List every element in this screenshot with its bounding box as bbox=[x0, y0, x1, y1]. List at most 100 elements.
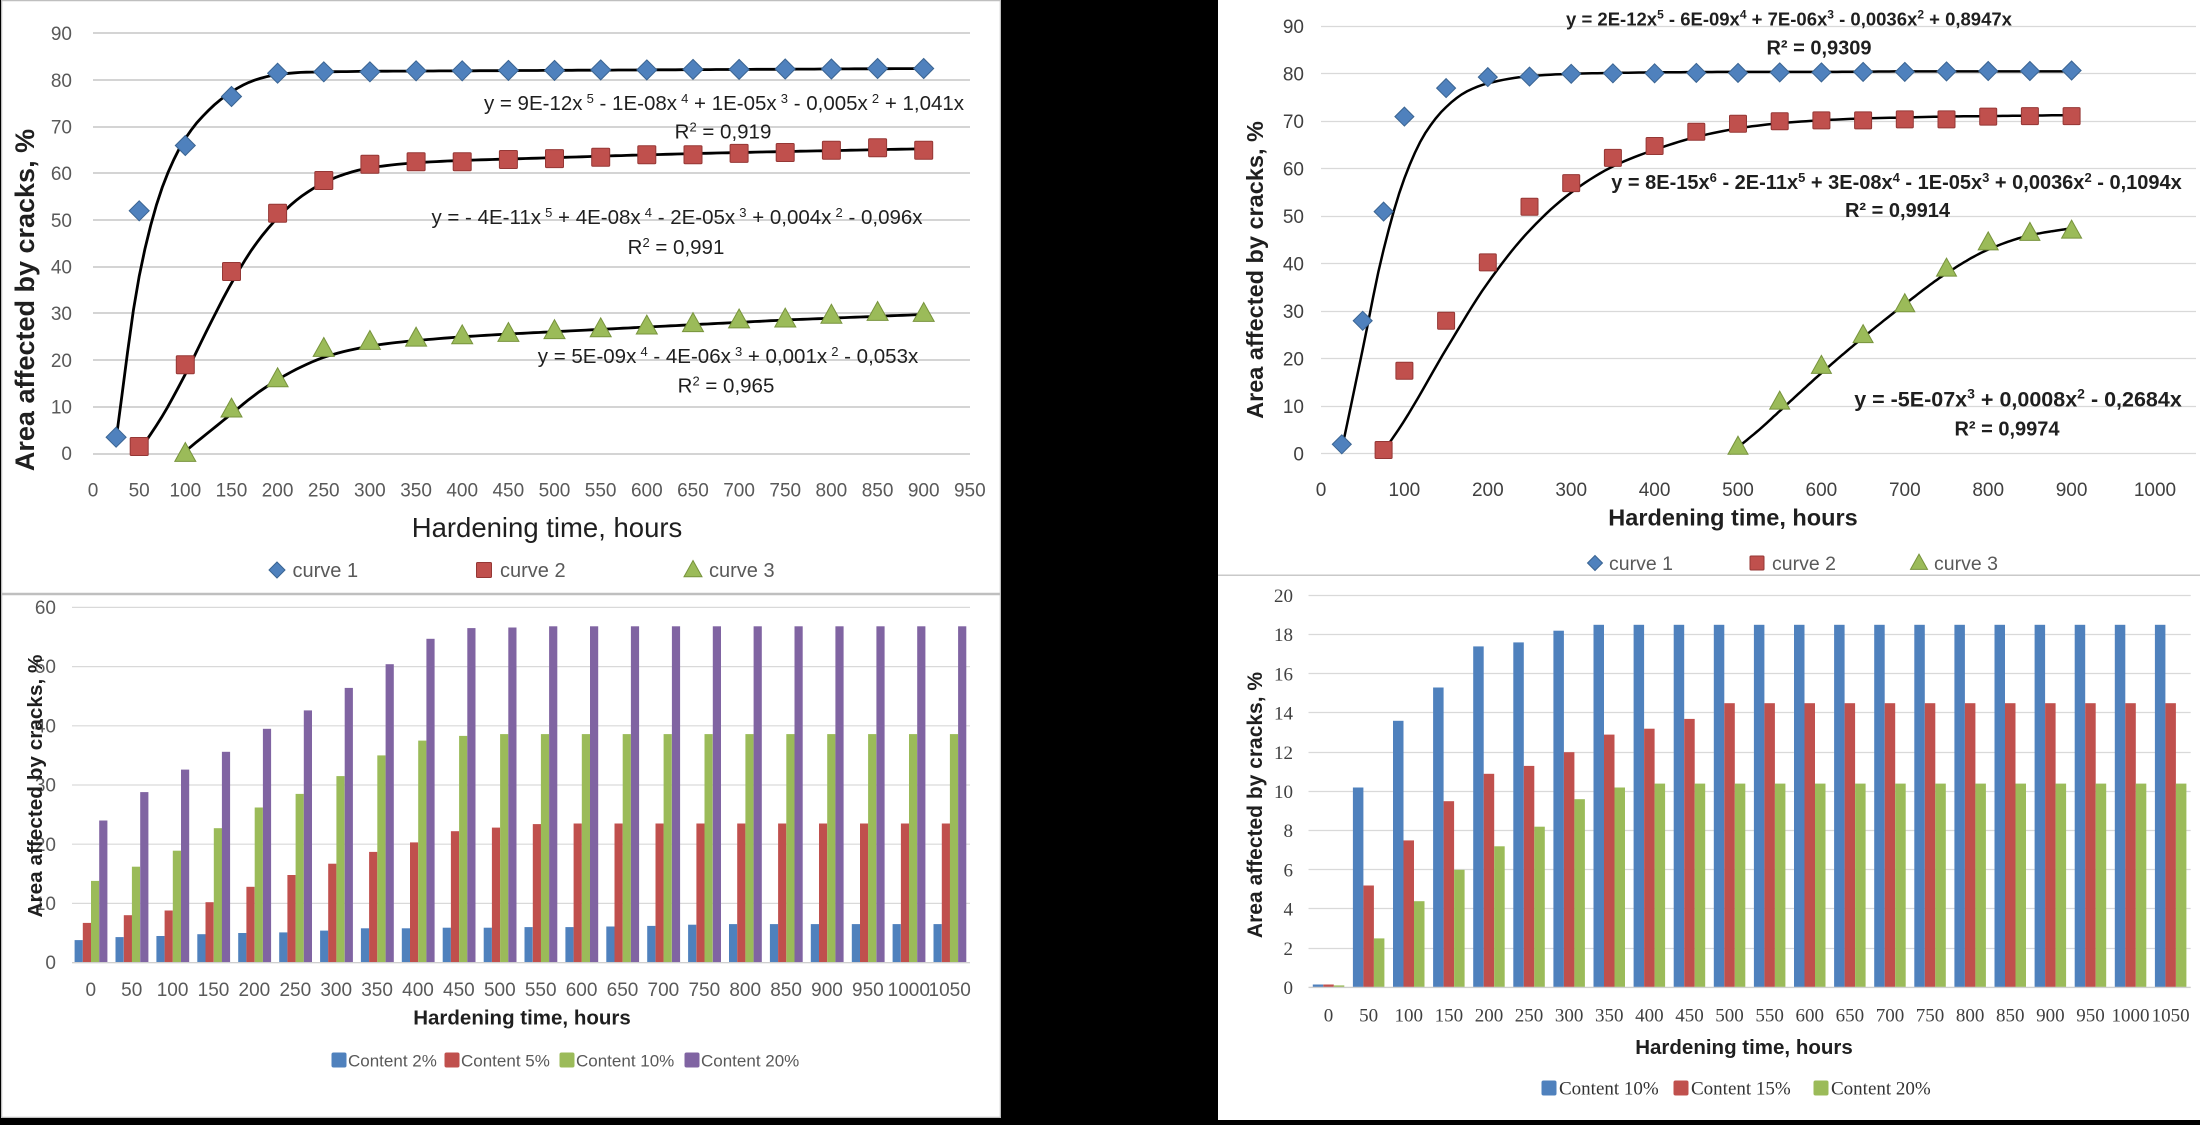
svg-text:300: 300 bbox=[1555, 480, 1587, 501]
svg-text:Area affected by cracks, %: Area affected by cracks, % bbox=[1244, 672, 1267, 938]
svg-text:curve 3: curve 3 bbox=[1934, 553, 1998, 575]
svg-text:600: 600 bbox=[1796, 1006, 1825, 1027]
svg-text:10: 10 bbox=[35, 894, 56, 915]
svg-text:900: 900 bbox=[2056, 480, 2088, 501]
svg-text:14: 14 bbox=[1274, 704, 1294, 725]
svg-text:Hardening time, hours: Hardening time, hours bbox=[413, 1007, 631, 1030]
svg-text:200: 200 bbox=[1472, 480, 1504, 501]
svg-text:Content 10%: Content 10% bbox=[1559, 1079, 1659, 1100]
svg-text:y = 2E-12x5​ - 6E-09x4​ + 7E-0: y = 2E-12x5​ - 6E-09x4​ + 7E-06x3​ - 0,0… bbox=[1566, 8, 2013, 30]
svg-text:0: 0 bbox=[1284, 978, 1294, 999]
svg-text:800: 800 bbox=[1956, 1006, 1985, 1027]
svg-text:16: 16 bbox=[1274, 664, 1293, 685]
svg-text:curve 3: curve 3 bbox=[709, 560, 775, 582]
svg-text:50: 50 bbox=[51, 211, 72, 232]
svg-text:850: 850 bbox=[770, 980, 802, 1001]
svg-text:650: 650 bbox=[607, 980, 639, 1001]
svg-text:18: 18 bbox=[1274, 625, 1293, 646]
svg-text:800: 800 bbox=[729, 980, 761, 1001]
svg-text:30: 30 bbox=[1283, 302, 1304, 323]
svg-text:0: 0 bbox=[88, 481, 99, 502]
svg-text:650: 650 bbox=[1836, 1006, 1865, 1027]
svg-text:300: 300 bbox=[354, 481, 386, 502]
svg-text:0: 0 bbox=[1316, 480, 1327, 501]
svg-text:R² = 0,9914: R² = 0,9914 bbox=[1845, 200, 1951, 222]
svg-text:70: 70 bbox=[1283, 112, 1304, 133]
svg-text:60: 60 bbox=[35, 598, 56, 619]
svg-text:20: 20 bbox=[51, 351, 72, 372]
svg-text:250: 250 bbox=[1515, 1006, 1544, 1027]
svg-text:50: 50 bbox=[1359, 1006, 1378, 1027]
svg-text:curve 2: curve 2 bbox=[1772, 553, 1836, 575]
svg-text:1000: 1000 bbox=[2134, 480, 2176, 501]
svg-text:950: 950 bbox=[2076, 1006, 2105, 1027]
svg-text:1000: 1000 bbox=[888, 980, 930, 1001]
svg-text:900: 900 bbox=[2036, 1006, 2065, 1027]
svg-text:Content 15%: Content 15% bbox=[1691, 1079, 1791, 1100]
svg-text:50: 50 bbox=[121, 980, 142, 1001]
svg-text:40: 40 bbox=[35, 716, 56, 737]
svg-text:900: 900 bbox=[811, 980, 843, 1001]
svg-text:500: 500 bbox=[1715, 1006, 1744, 1027]
svg-text:300: 300 bbox=[1555, 1006, 1584, 1027]
svg-text:Hardening time, hours: Hardening time, hours bbox=[412, 512, 683, 543]
svg-text:600: 600 bbox=[1806, 480, 1838, 501]
svg-text:700: 700 bbox=[1889, 480, 1921, 501]
svg-text:Content 20%: Content 20% bbox=[1831, 1079, 1931, 1100]
svg-text:y = -5E-07x3​ + 0,0008x2​ - 0,: y = -5E-07x3​ + 0,0008x2​ - 0,2684x bbox=[1854, 386, 2182, 412]
svg-text:y = 9E-12x 5​ - 1E-08x 4​ + 1E: y = 9E-12x 5​ - 1E-08x 4​ + 1E-05x 3​ - … bbox=[484, 91, 965, 115]
svg-text:Area affected by cracks, %: Area affected by cracks, % bbox=[24, 655, 47, 918]
svg-text:750: 750 bbox=[769, 481, 801, 502]
svg-text:Hardening time, hours: Hardening time, hours bbox=[1635, 1036, 1853, 1059]
svg-text:80: 80 bbox=[1283, 65, 1304, 86]
svg-text:500: 500 bbox=[539, 481, 571, 502]
svg-text:900: 900 bbox=[908, 481, 940, 502]
svg-text:0: 0 bbox=[45, 953, 56, 974]
svg-text:90: 90 bbox=[1283, 17, 1304, 38]
svg-text:150: 150 bbox=[216, 481, 248, 502]
svg-text:500: 500 bbox=[1722, 480, 1754, 501]
svg-text:0: 0 bbox=[1293, 445, 1304, 466]
svg-text:50: 50 bbox=[1283, 207, 1304, 228]
svg-text:6: 6 bbox=[1284, 860, 1294, 881]
svg-text:550: 550 bbox=[585, 481, 617, 502]
svg-text:12: 12 bbox=[1274, 743, 1293, 764]
svg-text:20: 20 bbox=[35, 835, 56, 856]
svg-text:80: 80 bbox=[51, 71, 72, 92]
svg-text:750: 750 bbox=[688, 980, 720, 1001]
svg-text:100: 100 bbox=[169, 481, 201, 502]
svg-text:50: 50 bbox=[129, 481, 150, 502]
svg-text:750: 750 bbox=[1916, 1006, 1945, 1027]
svg-text:100: 100 bbox=[1395, 1006, 1424, 1027]
svg-text:350: 350 bbox=[361, 980, 393, 1001]
svg-text:10: 10 bbox=[1274, 782, 1293, 803]
svg-text:Content 10%: Content 10% bbox=[576, 1052, 674, 1071]
svg-text:650: 650 bbox=[677, 481, 709, 502]
svg-text:40: 40 bbox=[51, 257, 72, 278]
svg-text:450: 450 bbox=[443, 980, 475, 1001]
svg-text:10: 10 bbox=[1283, 397, 1304, 418]
svg-text:4: 4 bbox=[1284, 900, 1294, 921]
svg-text:350: 350 bbox=[1595, 1006, 1624, 1027]
svg-text:R2​ = 0,991: R2​ = 0,991 bbox=[628, 235, 725, 259]
svg-text:200: 200 bbox=[1475, 1006, 1504, 1027]
svg-text:250: 250 bbox=[279, 980, 311, 1001]
svg-text:400: 400 bbox=[1639, 480, 1671, 501]
svg-text:2: 2 bbox=[1284, 939, 1294, 960]
svg-text:850: 850 bbox=[862, 481, 894, 502]
svg-text:350: 350 bbox=[400, 481, 432, 502]
svg-text:950: 950 bbox=[954, 481, 986, 502]
svg-text:Hardening time, hours: Hardening time, hours bbox=[1608, 505, 1857, 531]
svg-text:R2​ = 0,965: R2​ = 0,965 bbox=[678, 374, 775, 398]
svg-text:1050: 1050 bbox=[2152, 1006, 2190, 1027]
svg-text:850: 850 bbox=[1996, 1006, 2025, 1027]
svg-text:500: 500 bbox=[484, 980, 516, 1001]
svg-text:300: 300 bbox=[320, 980, 352, 1001]
svg-text:R² = 0,9309: R² = 0,9309 bbox=[1766, 38, 1871, 60]
svg-text:40: 40 bbox=[1283, 255, 1304, 276]
svg-text:600: 600 bbox=[631, 481, 663, 502]
svg-text:150: 150 bbox=[198, 980, 230, 1001]
svg-text:100: 100 bbox=[157, 980, 189, 1001]
svg-text:Content 5%: Content 5% bbox=[461, 1052, 550, 1071]
svg-text:0: 0 bbox=[1324, 1006, 1334, 1027]
